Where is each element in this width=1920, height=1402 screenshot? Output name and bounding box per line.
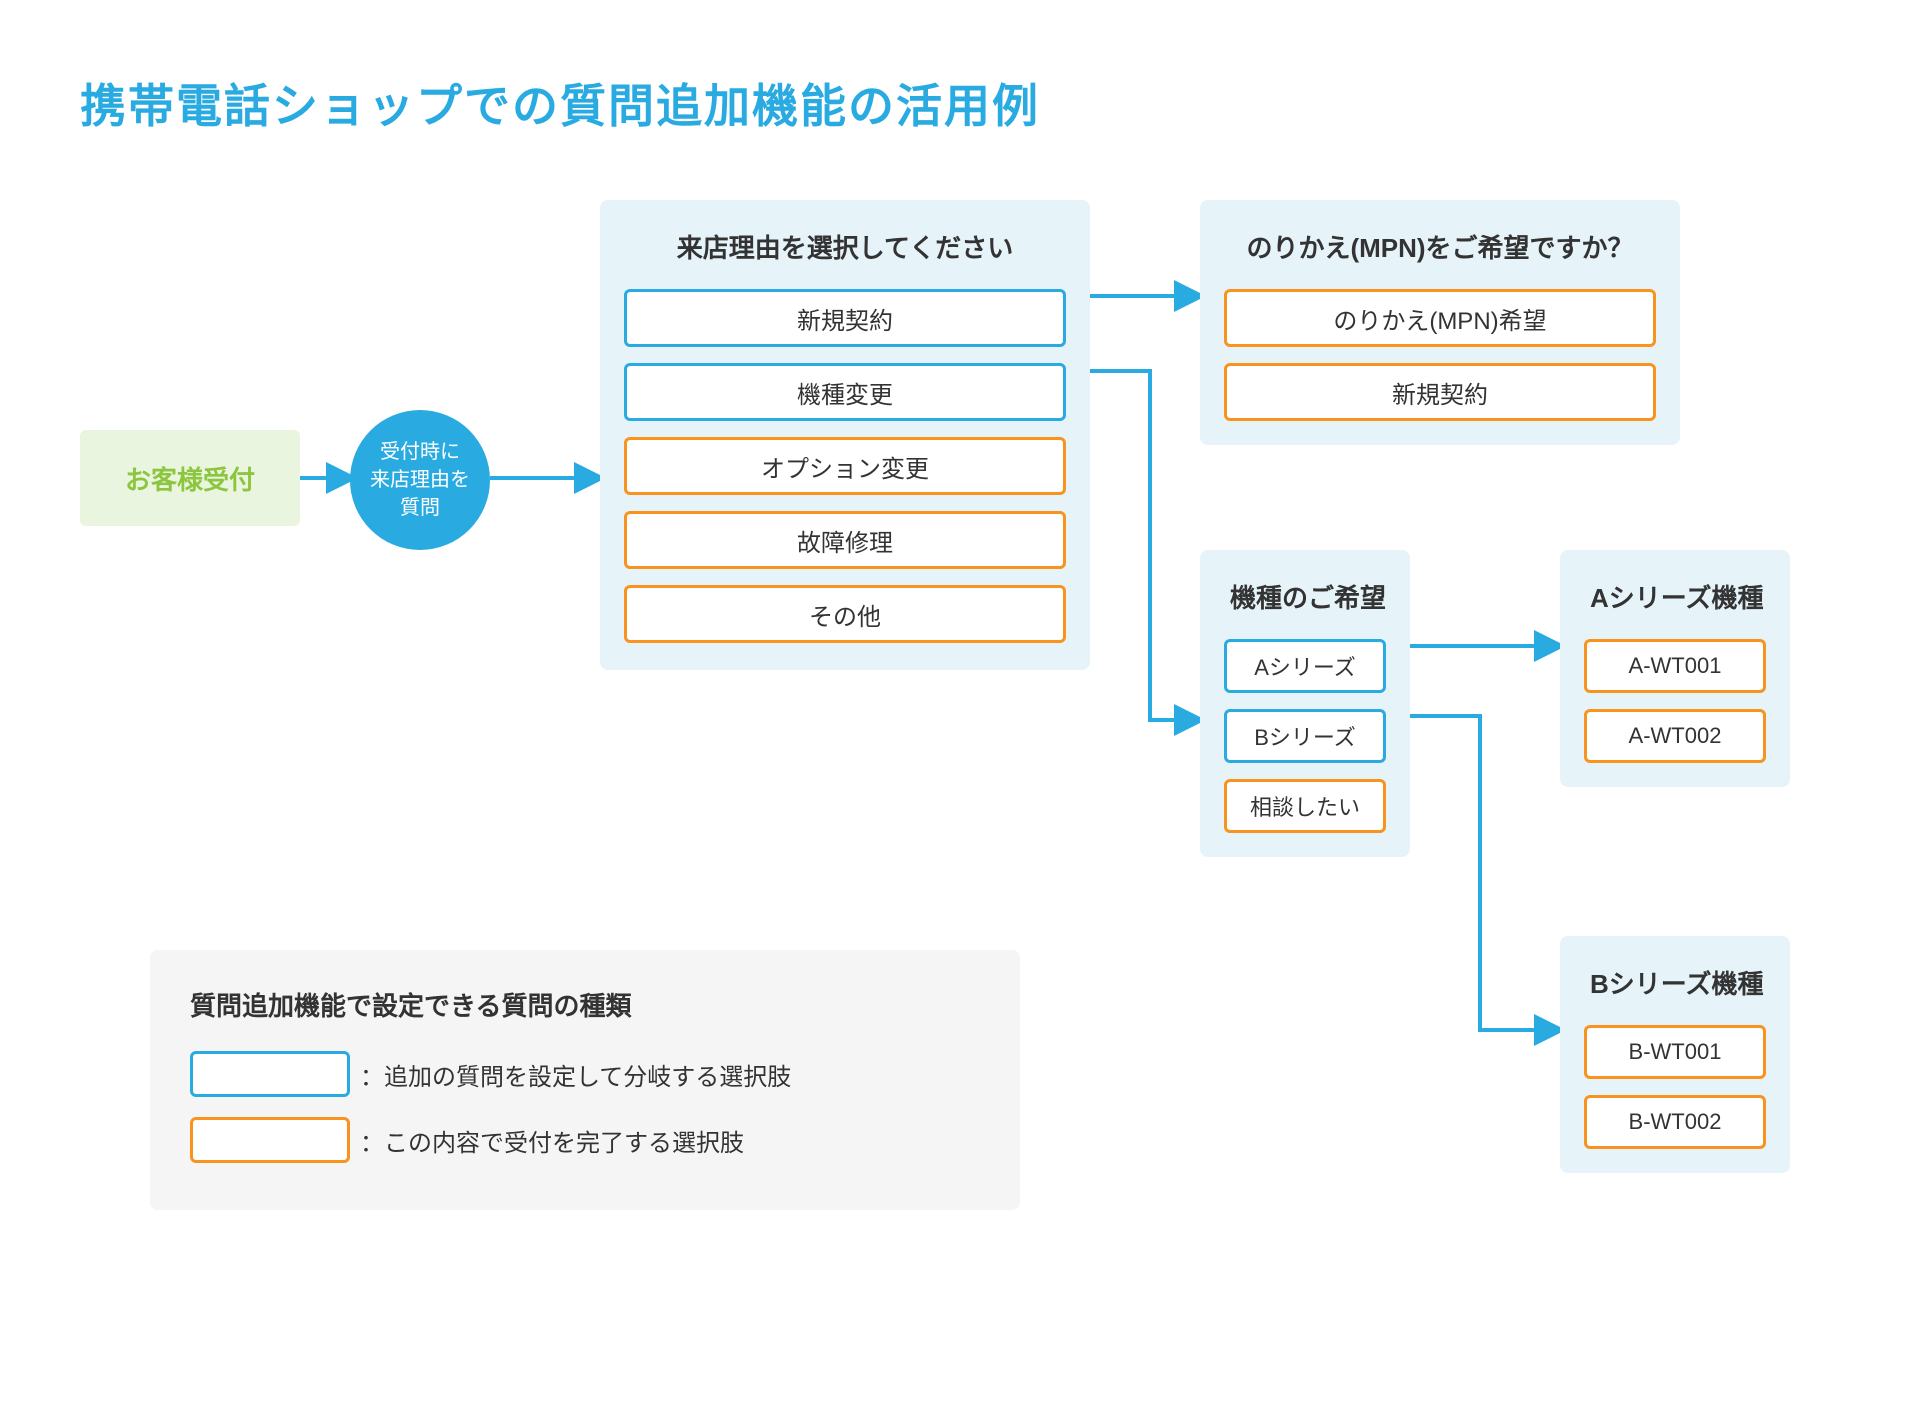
option-reason-3[interactable]: 故障修理: [624, 511, 1066, 569]
legend-box: 質問追加機能で設定できる質問の種類 ：追加の質問を設定して分岐する選択肢 ：この内…: [150, 950, 1020, 1210]
option-mpn-0[interactable]: のりかえ(MPN)希望: [1224, 289, 1656, 347]
option-b_series-1[interactable]: B-WT002: [1584, 1095, 1766, 1149]
legend-text-0: ：追加の質問を設定して分岐する選択肢: [360, 1057, 791, 1092]
legend-row-1: ：この内容で受付を完了する選択肢: [190, 1117, 980, 1163]
panel-title-b_series: Bシリーズ機種: [1584, 964, 1766, 1001]
panel-title-a_series: Aシリーズ機種: [1584, 578, 1766, 615]
option-reason-1[interactable]: 機種変更: [624, 363, 1066, 421]
option-reason-2[interactable]: オプション変更: [624, 437, 1066, 495]
panel-a_series: Aシリーズ機種 A-WT001 A-WT002: [1560, 550, 1790, 787]
panel-b_series: Bシリーズ機種 B-WT001 B-WT002: [1560, 936, 1790, 1173]
option-reason-0[interactable]: 新規契約: [624, 289, 1066, 347]
start-node: お客様受付: [80, 430, 300, 526]
option-reason-4[interactable]: その他: [624, 585, 1066, 643]
question-circle-node: 受付時に 来店理由を 質問: [350, 410, 490, 550]
legend-text-1: ：この内容で受付を完了する選択肢: [360, 1123, 744, 1158]
page-title: 携帯電話ショップでの質問追加機能の活用例: [80, 70, 1840, 136]
option-model_pref-2[interactable]: 相談したい: [1224, 779, 1386, 833]
option-b_series-0[interactable]: B-WT001: [1584, 1025, 1766, 1079]
option-a_series-0[interactable]: A-WT001: [1584, 639, 1766, 693]
panel-title-mpn: のりかえ(MPN)をご希望ですか？: [1224, 228, 1656, 265]
legend-swatch-orange: [190, 1117, 350, 1163]
circle-line3: 質問: [370, 494, 470, 522]
option-model_pref-0[interactable]: Aシリーズ: [1224, 639, 1386, 693]
option-mpn-1[interactable]: 新規契約: [1224, 363, 1656, 421]
legend-row-0: ：追加の質問を設定して分岐する選択肢: [190, 1051, 980, 1097]
panel-reason: 来店理由を選択してください新規契約機種変更オプション変更故障修理その他: [600, 200, 1090, 670]
option-model_pref-1[interactable]: Bシリーズ: [1224, 709, 1386, 763]
start-label: お客様受付: [125, 460, 255, 497]
circle-line1: 受付時に: [370, 438, 470, 466]
option-a_series-1[interactable]: A-WT002: [1584, 709, 1766, 763]
legend-title: 質問追加機能で設定できる質問の種類: [190, 986, 980, 1023]
circle-line2: 来店理由を: [370, 466, 470, 494]
panel-model_pref: 機種のご希望 Aシリーズ Bシリーズ相談したい: [1200, 550, 1410, 857]
legend-swatch-blue: [190, 1051, 350, 1097]
panel-title-reason: 来店理由を選択してください: [624, 228, 1066, 265]
panel-title-model_pref: 機種のご希望: [1224, 578, 1386, 615]
panel-mpn: のりかえ(MPN)をご希望ですか？ のりかえ(MPN)希望新規契約: [1200, 200, 1680, 445]
